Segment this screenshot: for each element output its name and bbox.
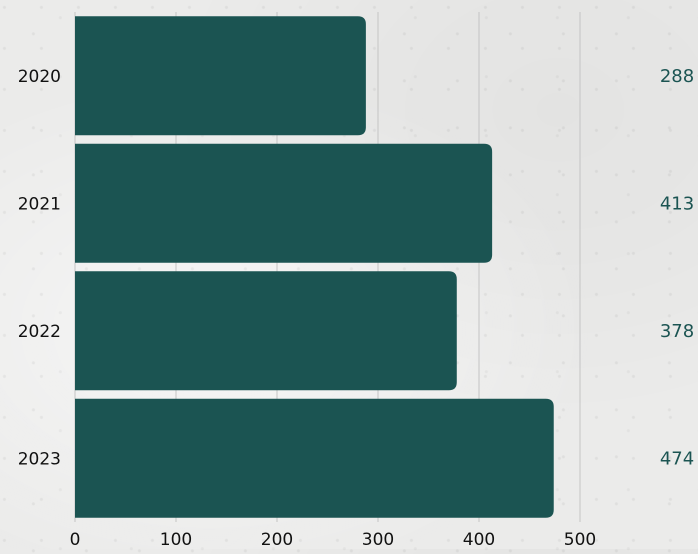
x-tick-label: 400 <box>463 530 495 549</box>
x-tick-label: 300 <box>362 530 394 549</box>
x-tick-label: 200 <box>261 530 293 549</box>
x-tick-label: 100 <box>160 530 192 549</box>
value-label: 378 <box>660 321 694 342</box>
bar-2023 <box>75 398 554 518</box>
category-label: 2023 <box>18 449 61 469</box>
value-label: 474 <box>660 448 694 469</box>
bar-2021 <box>75 143 493 263</box>
category-label: 2020 <box>18 67 61 87</box>
category-labels: 2020 2021 2022 2023 <box>18 67 61 470</box>
x-tick-label: 500 <box>564 530 596 549</box>
bar-2020 <box>75 16 366 136</box>
category-label: 2022 <box>18 322 61 342</box>
bars <box>75 16 554 518</box>
value-labels: 288 413 378 474 <box>660 66 694 470</box>
value-label: 413 <box>660 193 694 214</box>
x-tick-label: 0 <box>70 530 81 549</box>
bar-2022 <box>75 271 457 391</box>
x-axis-tick-labels: 0 100 200 300 400 500 <box>70 530 597 550</box>
value-label: 288 <box>660 66 694 87</box>
category-label: 2021 <box>18 194 61 214</box>
